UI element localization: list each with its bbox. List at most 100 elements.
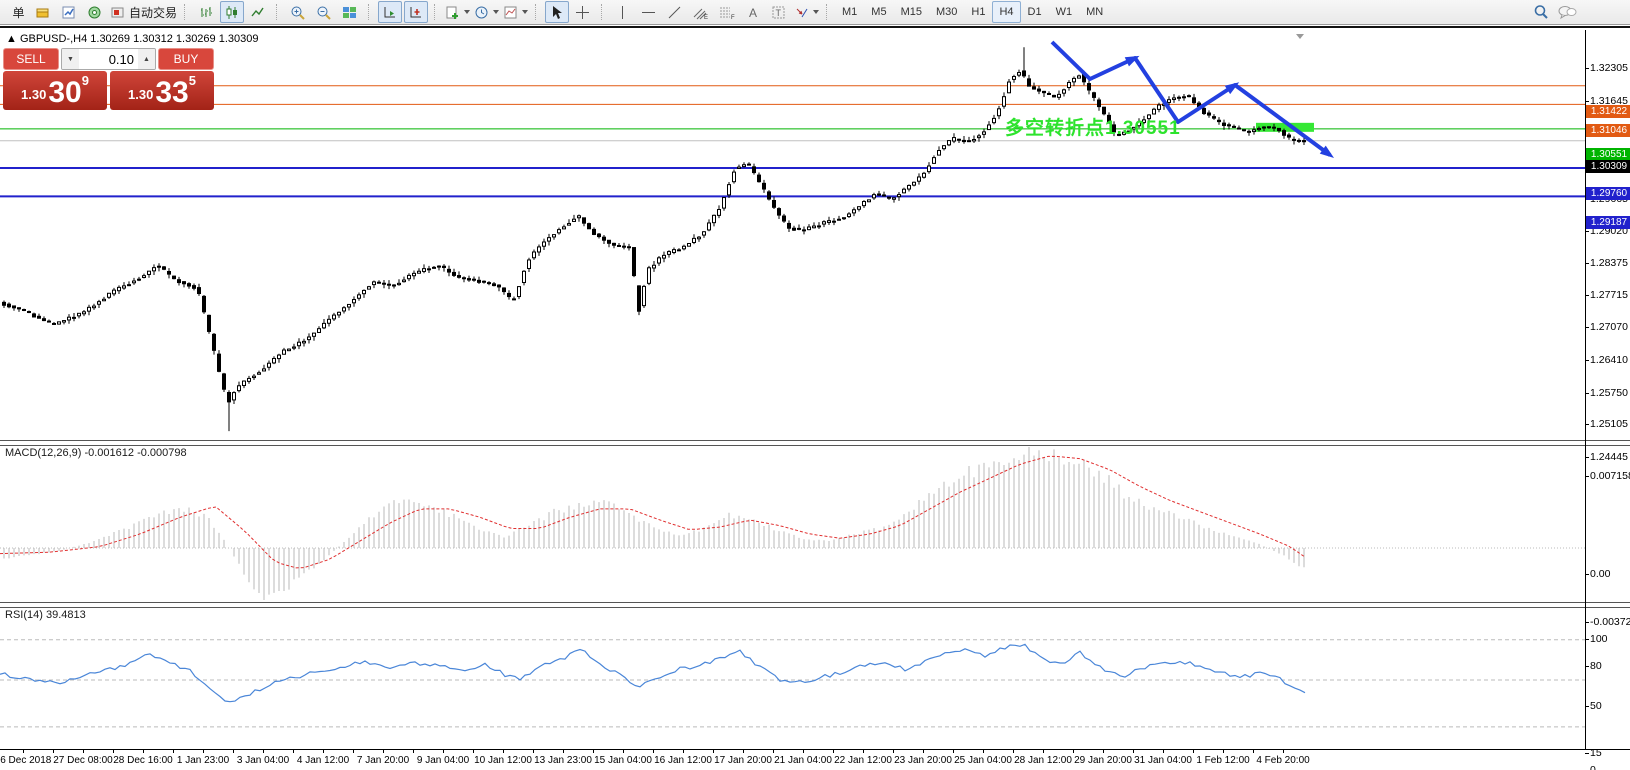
equidistant-channel-icon[interactable]: E bbox=[689, 1, 713, 23]
publish-chart-icon[interactable] bbox=[57, 1, 81, 23]
price-axis-line[interactable] bbox=[1585, 30, 1586, 749]
bar-chart-icon[interactable] bbox=[194, 1, 218, 23]
toolbar-separator bbox=[535, 4, 539, 20]
zoom-out-icon[interactable] bbox=[312, 1, 336, 23]
toolbar-right-group bbox=[1528, 1, 1626, 23]
macd-pane-canvas[interactable] bbox=[0, 443, 1585, 602]
vertical-line-icon[interactable] bbox=[611, 1, 635, 23]
sell-button[interactable]: SELL bbox=[3, 48, 59, 70]
line-chart-icon[interactable] bbox=[246, 1, 270, 23]
time-tick-label: 25 Jan 04:00 bbox=[954, 755, 1012, 766]
timeframe-button-m5[interactable]: M5 bbox=[871, 6, 887, 18]
pane-separator[interactable] bbox=[0, 602, 1630, 608]
volume-decrease-button[interactable]: ▼ bbox=[62, 49, 79, 69]
buy-button[interactable]: BUY bbox=[158, 48, 214, 70]
timeframe-button-h1[interactable]: H1 bbox=[971, 6, 986, 18]
svg-text:F: F bbox=[731, 15, 735, 20]
price-tick-label: 1.25750 bbox=[1590, 386, 1628, 399]
price-tick-label: 1.27070 bbox=[1590, 321, 1628, 334]
signals-icon[interactable] bbox=[83, 1, 107, 23]
chat-icon[interactable] bbox=[1555, 1, 1579, 23]
templates-dropdown[interactable] bbox=[502, 1, 529, 23]
autotrading-button[interactable]: 自动交易 bbox=[109, 1, 178, 23]
chart-title: ▲ GBPUSD-,H4 1.30269 1.30312 1.30269 1.3… bbox=[6, 33, 258, 45]
rsi-tick-label: 50 bbox=[1590, 700, 1602, 712]
fibonacci-icon[interactable]: F bbox=[715, 1, 739, 23]
timeframe-button-mn[interactable]: MN bbox=[1086, 6, 1104, 18]
search-icon[interactable] bbox=[1529, 1, 1553, 23]
toolbar-separator bbox=[184, 4, 188, 20]
cursor-icon[interactable] bbox=[545, 1, 570, 23]
text-icon[interactable]: A bbox=[741, 1, 765, 23]
rsi-pane-canvas[interactable] bbox=[0, 605, 1585, 749]
arrows-dropdown[interactable] bbox=[793, 1, 820, 23]
price-level-badge: 1.30551 bbox=[1586, 148, 1630, 162]
time-tick-label: 1 Jan 23:00 bbox=[176, 755, 230, 766]
rsi-indicator-label: RSI(14) 39.4813 bbox=[5, 609, 86, 621]
time-tick-label: 7 Jan 20:00 bbox=[356, 755, 410, 766]
toolbar-separator bbox=[276, 4, 280, 20]
new-order-label: 单 bbox=[12, 5, 25, 20]
time-tick-label: 4 Feb 20:00 bbox=[1256, 755, 1310, 766]
sell-price-tile[interactable]: 1.30 30 9 bbox=[3, 71, 107, 110]
time-tick-label: 22 Jan 12:00 bbox=[834, 755, 892, 766]
toolbar-separator bbox=[368, 4, 372, 20]
time-tick-label: 27 Dec 08:00 bbox=[53, 755, 113, 766]
timeframe-button-m30[interactable]: M30 bbox=[935, 6, 958, 18]
sell-price-sup: 9 bbox=[81, 73, 89, 88]
buy-price-prefix: 1.30 bbox=[128, 87, 154, 102]
time-tick-label: 23 Jan 20:00 bbox=[894, 755, 952, 766]
chevron-down-icon bbox=[493, 10, 500, 14]
new-chart-dropdown[interactable] bbox=[444, 1, 471, 23]
price-tick-label: 1.28375 bbox=[1590, 256, 1628, 269]
text-label-icon[interactable]: T bbox=[767, 1, 791, 23]
chevron-down-icon bbox=[522, 10, 529, 14]
timeframe-button-d1[interactable]: D1 bbox=[1027, 6, 1042, 18]
collapse-triangle-icon[interactable]: ▲ bbox=[6, 33, 20, 45]
price-tick-label: 1.27715 bbox=[1590, 289, 1628, 302]
volume-input[interactable]: 0.10 bbox=[108, 51, 134, 67]
price-level-badge: 1.31046 bbox=[1586, 123, 1630, 137]
new-order-button[interactable]: 单 bbox=[5, 1, 29, 23]
auto-scroll-icon[interactable] bbox=[378, 1, 403, 23]
main-toolbar: 单 自动交易 E F A T M bbox=[0, 0, 1630, 25]
timeframe-button-m1[interactable]: M1 bbox=[842, 6, 858, 18]
time-tick-label: 29 Jan 20:00 bbox=[1074, 755, 1132, 766]
time-tick-label: 21 Jan 04:00 bbox=[774, 755, 832, 766]
rsi-tick-label: 0 bbox=[1590, 764, 1596, 770]
time-tick-label: 9 Jan 04:00 bbox=[416, 755, 470, 766]
price-tick-label: 1.32305 bbox=[1590, 62, 1628, 74]
buy-price-big: 33 bbox=[155, 76, 189, 109]
time-tick-label: 16 Jan 12:00 bbox=[654, 755, 712, 766]
volume-increase-button[interactable]: ▲ bbox=[138, 49, 155, 69]
time-axis-line[interactable] bbox=[0, 749, 1630, 750]
pane-separator[interactable] bbox=[0, 440, 1630, 446]
time-tick-label: 13 Jan 23:00 bbox=[534, 755, 592, 766]
rsi-tick-label: 80 bbox=[1590, 659, 1602, 672]
time-tick-label: 28 Jan 12:00 bbox=[1014, 755, 1072, 766]
chart-shift-icon[interactable] bbox=[404, 1, 429, 23]
timeframe-button-w1[interactable]: W1 bbox=[1055, 6, 1073, 18]
price-tick-label: 1.31645 bbox=[1590, 94, 1628, 107]
timeframe-button-m15[interactable]: M15 bbox=[900, 6, 922, 18]
sell-price-big: 30 bbox=[48, 76, 82, 109]
chart-annotation-text: 多空转折点1.30551 bbox=[1005, 118, 1181, 139]
horizontal-line-icon[interactable] bbox=[637, 1, 661, 23]
buy-price-tile[interactable]: 1.30 33 5 bbox=[110, 71, 214, 110]
price-tick-label: 1.24445 bbox=[1590, 451, 1628, 464]
crosshair-icon[interactable] bbox=[571, 1, 595, 23]
macd-tick-label: 0.007158 bbox=[1590, 470, 1630, 482]
chevron-down-icon bbox=[813, 10, 820, 14]
trendline-icon[interactable] bbox=[663, 1, 687, 23]
current-price-badge: 1.30309 bbox=[1586, 160, 1630, 174]
timeframe-button-h4[interactable]: H4 bbox=[992, 1, 1021, 23]
svg-text:A: A bbox=[749, 6, 757, 20]
tile-windows-icon[interactable] bbox=[338, 1, 362, 23]
zoom-in-icon[interactable] bbox=[286, 1, 310, 23]
chart-window[interactable]: ▲ GBPUSD-,H4 1.30269 1.30312 1.30269 1.3… bbox=[0, 26, 1630, 770]
candlestick-icon[interactable] bbox=[220, 1, 245, 23]
time-tick-label: 10 Jan 12:00 bbox=[474, 755, 532, 766]
gold-box-icon[interactable] bbox=[31, 1, 55, 23]
periods-dropdown[interactable] bbox=[473, 1, 500, 23]
price-chart-canvas[interactable] bbox=[0, 30, 1585, 442]
